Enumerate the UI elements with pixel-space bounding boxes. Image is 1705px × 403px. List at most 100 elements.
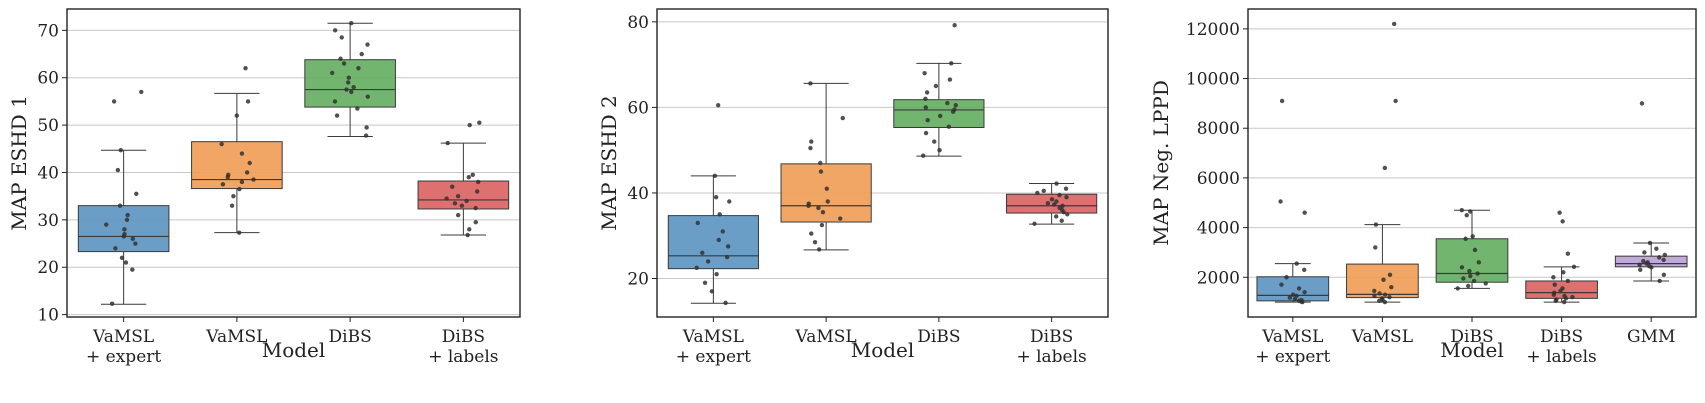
y-tick-label: 20 <box>37 258 59 278</box>
data-point <box>122 231 127 237</box>
data-point <box>715 103 721 108</box>
data-point <box>455 193 461 199</box>
data-point <box>139 89 144 95</box>
y-tick-label: 50 <box>37 116 59 136</box>
data-point <box>816 205 821 211</box>
x-tick-label: DiBS <box>917 327 960 347</box>
data-point <box>341 61 347 66</box>
data-point <box>1063 186 1069 191</box>
data-point <box>1459 265 1465 270</box>
x-tick-label: DiBS <box>1540 327 1583 347</box>
data-point <box>1570 294 1575 300</box>
data-point <box>1373 245 1378 250</box>
data-point <box>922 70 927 76</box>
data-point <box>933 83 939 89</box>
box-dibs <box>893 23 985 158</box>
data-point <box>1571 264 1577 270</box>
data-point <box>1455 286 1460 291</box>
data-point <box>239 179 245 185</box>
data-point <box>727 199 732 204</box>
data-point <box>467 122 472 128</box>
data-point <box>104 222 109 227</box>
data-point <box>1461 276 1466 281</box>
data-point <box>125 212 130 218</box>
data-point <box>945 100 950 106</box>
data-point <box>251 177 256 182</box>
data-point <box>247 160 252 166</box>
data-point <box>1639 101 1645 106</box>
data-point <box>712 173 718 179</box>
y-tick-label: 8000 <box>1197 119 1240 139</box>
data-point <box>920 153 926 158</box>
data-point <box>244 170 250 175</box>
data-point <box>355 106 360 111</box>
data-point <box>1468 209 1473 214</box>
data-point <box>467 227 472 232</box>
data-point <box>134 191 139 196</box>
data-point <box>1290 292 1296 297</box>
data-point <box>220 182 226 187</box>
y-tick-label: 10 <box>37 306 59 326</box>
data-point <box>1637 262 1642 268</box>
data-point <box>1372 288 1377 294</box>
data-point <box>117 203 123 208</box>
data-point <box>838 216 843 221</box>
data-point <box>1470 234 1475 239</box>
data-point <box>1041 188 1046 194</box>
data-point <box>1057 192 1062 198</box>
iqr-box <box>893 99 985 128</box>
data-point <box>1302 210 1307 215</box>
y-tick-label: 2000 <box>1197 268 1240 288</box>
y-tick-label: 12000 <box>1186 20 1240 40</box>
data-point <box>1377 291 1382 296</box>
y-tick-label: 80 <box>627 13 649 33</box>
iqr-box <box>667 215 759 270</box>
y-tick-label: 30 <box>37 211 59 231</box>
data-point <box>466 175 471 180</box>
data-point <box>356 66 361 71</box>
data-point <box>1552 290 1557 295</box>
x-tick-label: + labels <box>428 347 498 367</box>
data-point <box>1299 297 1304 303</box>
box-dibs <box>304 21 396 138</box>
x-tick-label: VaMSL <box>205 327 267 347</box>
box-gmm <box>1614 101 1688 284</box>
data-point <box>364 125 369 130</box>
data-point <box>349 89 354 95</box>
data-point <box>1054 181 1059 186</box>
data-point <box>329 70 335 76</box>
data-point <box>1284 275 1289 280</box>
data-point <box>1032 221 1037 226</box>
data-point <box>130 267 135 272</box>
data-point <box>118 148 124 153</box>
data-point <box>237 186 242 192</box>
data-point <box>229 203 235 208</box>
data-point <box>937 113 943 119</box>
data-point <box>725 244 731 249</box>
x-tick-label: VaMSL <box>682 327 744 347</box>
data-point <box>949 61 954 66</box>
data-point <box>473 220 478 225</box>
data-point <box>351 84 356 90</box>
data-point <box>1045 201 1051 206</box>
y-tick-label: 4000 <box>1197 219 1240 239</box>
data-point <box>840 115 845 121</box>
data-point <box>819 222 825 228</box>
data-point <box>445 140 450 146</box>
data-point <box>1373 222 1379 227</box>
data-point <box>363 133 369 138</box>
data-point <box>713 195 719 200</box>
data-point <box>1060 203 1065 208</box>
data-point <box>1382 165 1388 171</box>
data-point <box>694 265 699 271</box>
data-point <box>705 259 711 264</box>
box-vamsl <box>1346 21 1419 305</box>
data-point <box>923 130 929 136</box>
x-tick-label: VaMSL <box>1351 327 1413 347</box>
data-point <box>816 247 822 252</box>
data-point <box>1393 98 1398 104</box>
data-point <box>464 198 469 204</box>
box-dibs <box>1435 207 1509 291</box>
data-point <box>1372 293 1377 299</box>
data-point <box>234 113 240 118</box>
